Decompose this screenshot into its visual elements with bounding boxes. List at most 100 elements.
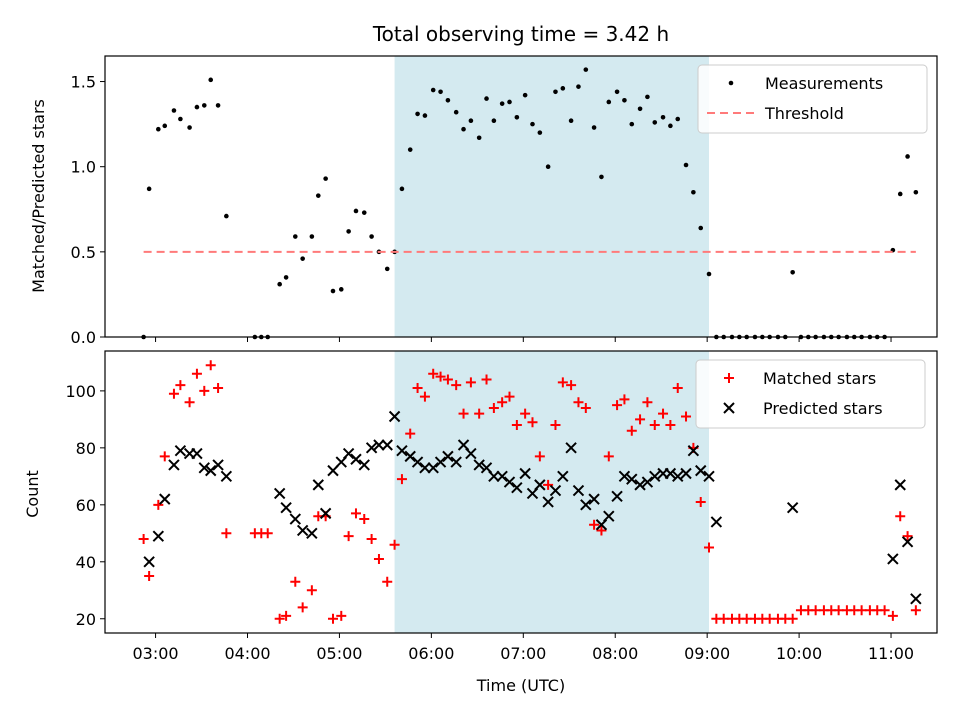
data-point: [208, 77, 214, 83]
data-point: [583, 67, 589, 72]
data-point: [289, 513, 302, 525]
data-point: [342, 447, 355, 460]
y-tick-label: 100: [65, 382, 96, 401]
data-point: [887, 553, 899, 565]
data-point: [343, 531, 354, 542]
data-point: [637, 106, 643, 112]
data-point: [675, 116, 681, 122]
data-point: [458, 408, 469, 419]
data-point: [695, 464, 707, 477]
data-point: [359, 514, 370, 525]
data-point: [290, 576, 301, 587]
data-point: [138, 534, 149, 544]
data-point: [514, 115, 520, 120]
data-point: [146, 186, 152, 192]
data-point: [481, 374, 492, 385]
data-point: [537, 130, 543, 135]
data-point: [589, 519, 600, 530]
data-point: [580, 402, 591, 413]
bottom-panel-y-axis-title: Count: [23, 470, 42, 518]
data-point: [668, 123, 673, 129]
data-point: [614, 89, 620, 95]
data-point: [405, 428, 416, 439]
data-point: [365, 442, 378, 454]
data-point: [434, 456, 447, 468]
x-tick-label: 03:00: [133, 644, 179, 663]
data-point: [534, 451, 545, 462]
legend-box: [697, 64, 928, 134]
x-tick-label: 09:00: [684, 644, 730, 663]
x-tick-label: 06:00: [408, 644, 454, 663]
data-point: [645, 94, 650, 100]
data-point: [611, 490, 623, 502]
data-point: [626, 425, 637, 436]
data-point: [152, 530, 165, 542]
data-point: [453, 109, 459, 115]
data-point: [327, 613, 338, 624]
data-point: [504, 391, 515, 402]
data-point: [534, 479, 546, 491]
data-point: [336, 610, 347, 621]
data-point: [198, 462, 210, 474]
data-point: [910, 605, 921, 616]
x-tick-label: 05:00: [316, 644, 362, 663]
data-point: [790, 269, 795, 275]
data-point: [461, 126, 466, 132]
data-point: [194, 104, 200, 110]
data-point: [442, 374, 453, 385]
data-point: [199, 385, 210, 396]
data-point: [450, 456, 462, 468]
y-tick-label: 60: [76, 496, 96, 515]
data-point: [672, 383, 683, 394]
legend-marker: [724, 373, 734, 383]
x-tick-label: 11:00: [868, 644, 914, 663]
y-tick-label: 20: [76, 610, 96, 629]
data-point: [543, 479, 554, 490]
series-1-1: [143, 410, 922, 605]
data-point: [399, 186, 405, 192]
data-point: [224, 213, 229, 219]
data-point: [634, 479, 646, 491]
data-point: [568, 118, 574, 124]
data-point: [422, 113, 428, 118]
legend-label: Measurements: [765, 74, 883, 93]
data-point: [474, 408, 485, 419]
data-point: [277, 281, 282, 287]
x-tick-label: 04:00: [224, 644, 270, 663]
legend-panel-1: Matched stars Predicted stars: [695, 359, 926, 429]
data-point: [373, 553, 384, 564]
data-point: [787, 613, 798, 624]
data-point: [683, 162, 689, 168]
data-point: [201, 103, 207, 108]
data-point: [635, 414, 646, 425]
data-point: [519, 467, 531, 480]
data-point: [599, 174, 604, 180]
data-point: [680, 467, 692, 480]
observing-window-shade: [394, 56, 710, 337]
y-tick-label: 0.0: [71, 328, 96, 347]
data-point: [274, 613, 285, 624]
data-point: [412, 383, 423, 394]
data-point: [565, 442, 577, 454]
data-point: [297, 602, 308, 613]
data-point: [213, 383, 224, 394]
data-point: [606, 99, 612, 105]
data-point: [353, 208, 359, 214]
data-point: [557, 470, 569, 483]
data-point: [280, 501, 292, 514]
data-point: [465, 447, 477, 460]
data-point: [658, 408, 669, 419]
legend-label: Predicted stars: [763, 399, 883, 418]
data-point: [415, 111, 420, 117]
data-point: [312, 479, 324, 491]
data-point: [168, 459, 180, 471]
data-point: [897, 191, 903, 197]
data-point: [497, 397, 508, 408]
data-point: [315, 193, 321, 198]
data-point: [174, 444, 187, 457]
observing-window-shade: [394, 351, 710, 633]
data-point: [706, 271, 712, 277]
data-point: [445, 97, 451, 103]
data-point: [156, 126, 161, 132]
